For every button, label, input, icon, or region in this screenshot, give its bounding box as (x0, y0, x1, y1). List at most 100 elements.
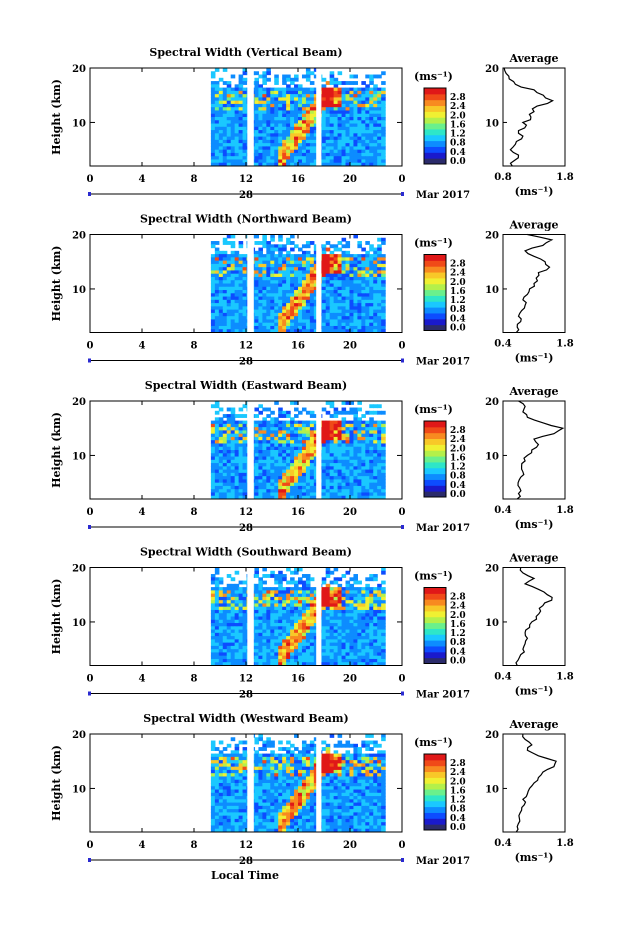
heatmap-cell (321, 453, 327, 458)
heatmap-cell (270, 113, 275, 118)
heatmap-cell (349, 329, 355, 333)
heatmap-cell (341, 662, 347, 666)
heatmap-cell (325, 443, 331, 448)
heatmap-cell (349, 87, 355, 92)
colorbar-swatch (424, 312, 446, 320)
heatmap-cell (222, 420, 228, 425)
heatmap-cell (365, 658, 370, 663)
heatmap-cell (345, 254, 351, 258)
heatmap-cell (290, 443, 295, 448)
heatmap-cell (313, 590, 319, 595)
heatmap-cell (226, 743, 232, 748)
heatmap-cell (266, 743, 271, 748)
heatmap-cell (274, 587, 279, 591)
heatmap-cell (369, 450, 374, 454)
heatmap-cell (369, 427, 374, 431)
heatmap-cell (218, 609, 224, 614)
heatmap-cell (214, 645, 220, 650)
heatmap-cell (361, 436, 366, 441)
heatmap-cell (361, 143, 366, 147)
heatmap-cell (262, 636, 267, 640)
heatmap-cell (254, 420, 260, 425)
heatmap-cell (254, 100, 260, 105)
heatmap-cell (381, 570, 386, 575)
heatmap-cell (341, 283, 347, 288)
heatmap-cell (254, 139, 260, 144)
heatmap-cell (298, 290, 303, 294)
heatmap-cell (373, 436, 378, 441)
heatmap-cell (365, 600, 370, 605)
heatmap-cell (254, 600, 260, 605)
heatmap-cell (369, 136, 374, 141)
heatmap-cell (353, 577, 358, 582)
colorbar-tick-label: 0.8 (450, 472, 466, 482)
heatmap-cell (313, 623, 319, 627)
heatmap-cell (254, 463, 260, 467)
heatmap-cell (377, 636, 382, 640)
heatmap-cell (290, 113, 295, 118)
heatmap-cell (258, 84, 263, 89)
heatmap-cell (298, 149, 303, 154)
heatmap-cell (349, 450, 355, 454)
x-tick-label: 8 (191, 341, 198, 352)
heatmap-cell (278, 87, 283, 92)
colorbar-tick-label: 0.8 (450, 638, 466, 648)
heatmap-cell (242, 446, 248, 451)
heatmap-cell (337, 639, 343, 644)
heatmap-cell (381, 619, 386, 624)
heatmap-cell (325, 97, 331, 102)
heatmap-cell (214, 446, 220, 451)
heatmap-cell (254, 476, 260, 480)
heatmap-cell (353, 619, 358, 624)
heatmap-cell (222, 100, 228, 105)
heatmap-cell (381, 626, 386, 631)
heatmap-cell (353, 652, 358, 657)
heatmap-cell (333, 639, 339, 644)
heatmap-cell (286, 152, 291, 157)
heatmap-cell (298, 263, 303, 268)
heatmap-cell (290, 299, 295, 304)
heatmap-cell (373, 100, 378, 105)
heatmap-cell (325, 257, 331, 262)
heatmap-cell (361, 593, 366, 598)
heatmap-cell (294, 450, 299, 454)
heatmap-cell (234, 94, 240, 98)
heatmap-cell (333, 312, 339, 317)
heatmap-cell (282, 574, 287, 578)
heatmap-cell (226, 587, 232, 591)
heatmap-cell (298, 577, 303, 582)
heatmap-cell (365, 139, 370, 144)
colorbar-swatch (424, 99, 446, 107)
heatmap-cell (345, 636, 351, 640)
heatmap-cell (274, 139, 279, 144)
heatmap-cell (325, 156, 331, 161)
heatmap-cell (349, 613, 355, 618)
heatmap-cell (226, 84, 232, 89)
heatmap-cell (226, 636, 232, 640)
heatmap-cell (305, 629, 311, 634)
heatmap-cell (381, 306, 386, 311)
heatmap-cell (309, 107, 315, 112)
heatmap-cell (282, 613, 287, 618)
heatmap-cell (381, 100, 386, 105)
heatmap-cell (345, 466, 351, 471)
heatmap-cell (329, 270, 335, 275)
heatmap-cell (321, 139, 327, 144)
heatmap-cell (305, 587, 311, 591)
heatmap-cell (349, 485, 355, 490)
heatmap-cell (262, 603, 267, 608)
heatmap-cell (341, 642, 347, 647)
heatmap-cell (369, 162, 374, 166)
heatmap-cell (373, 743, 378, 748)
heatmap-cell (262, 117, 267, 121)
heatmap-cell (294, 495, 299, 499)
heatmap-cell (329, 152, 335, 157)
heatmap-cell (270, 146, 275, 151)
heatmap-cell (214, 130, 220, 134)
heatmap-cell (329, 443, 335, 448)
heatmap-cell (258, 126, 263, 131)
heatmap-cell (270, 94, 275, 98)
heatmap-cell (301, 750, 307, 755)
heatmap-cell (345, 322, 351, 327)
heatmap-cell (298, 136, 303, 141)
